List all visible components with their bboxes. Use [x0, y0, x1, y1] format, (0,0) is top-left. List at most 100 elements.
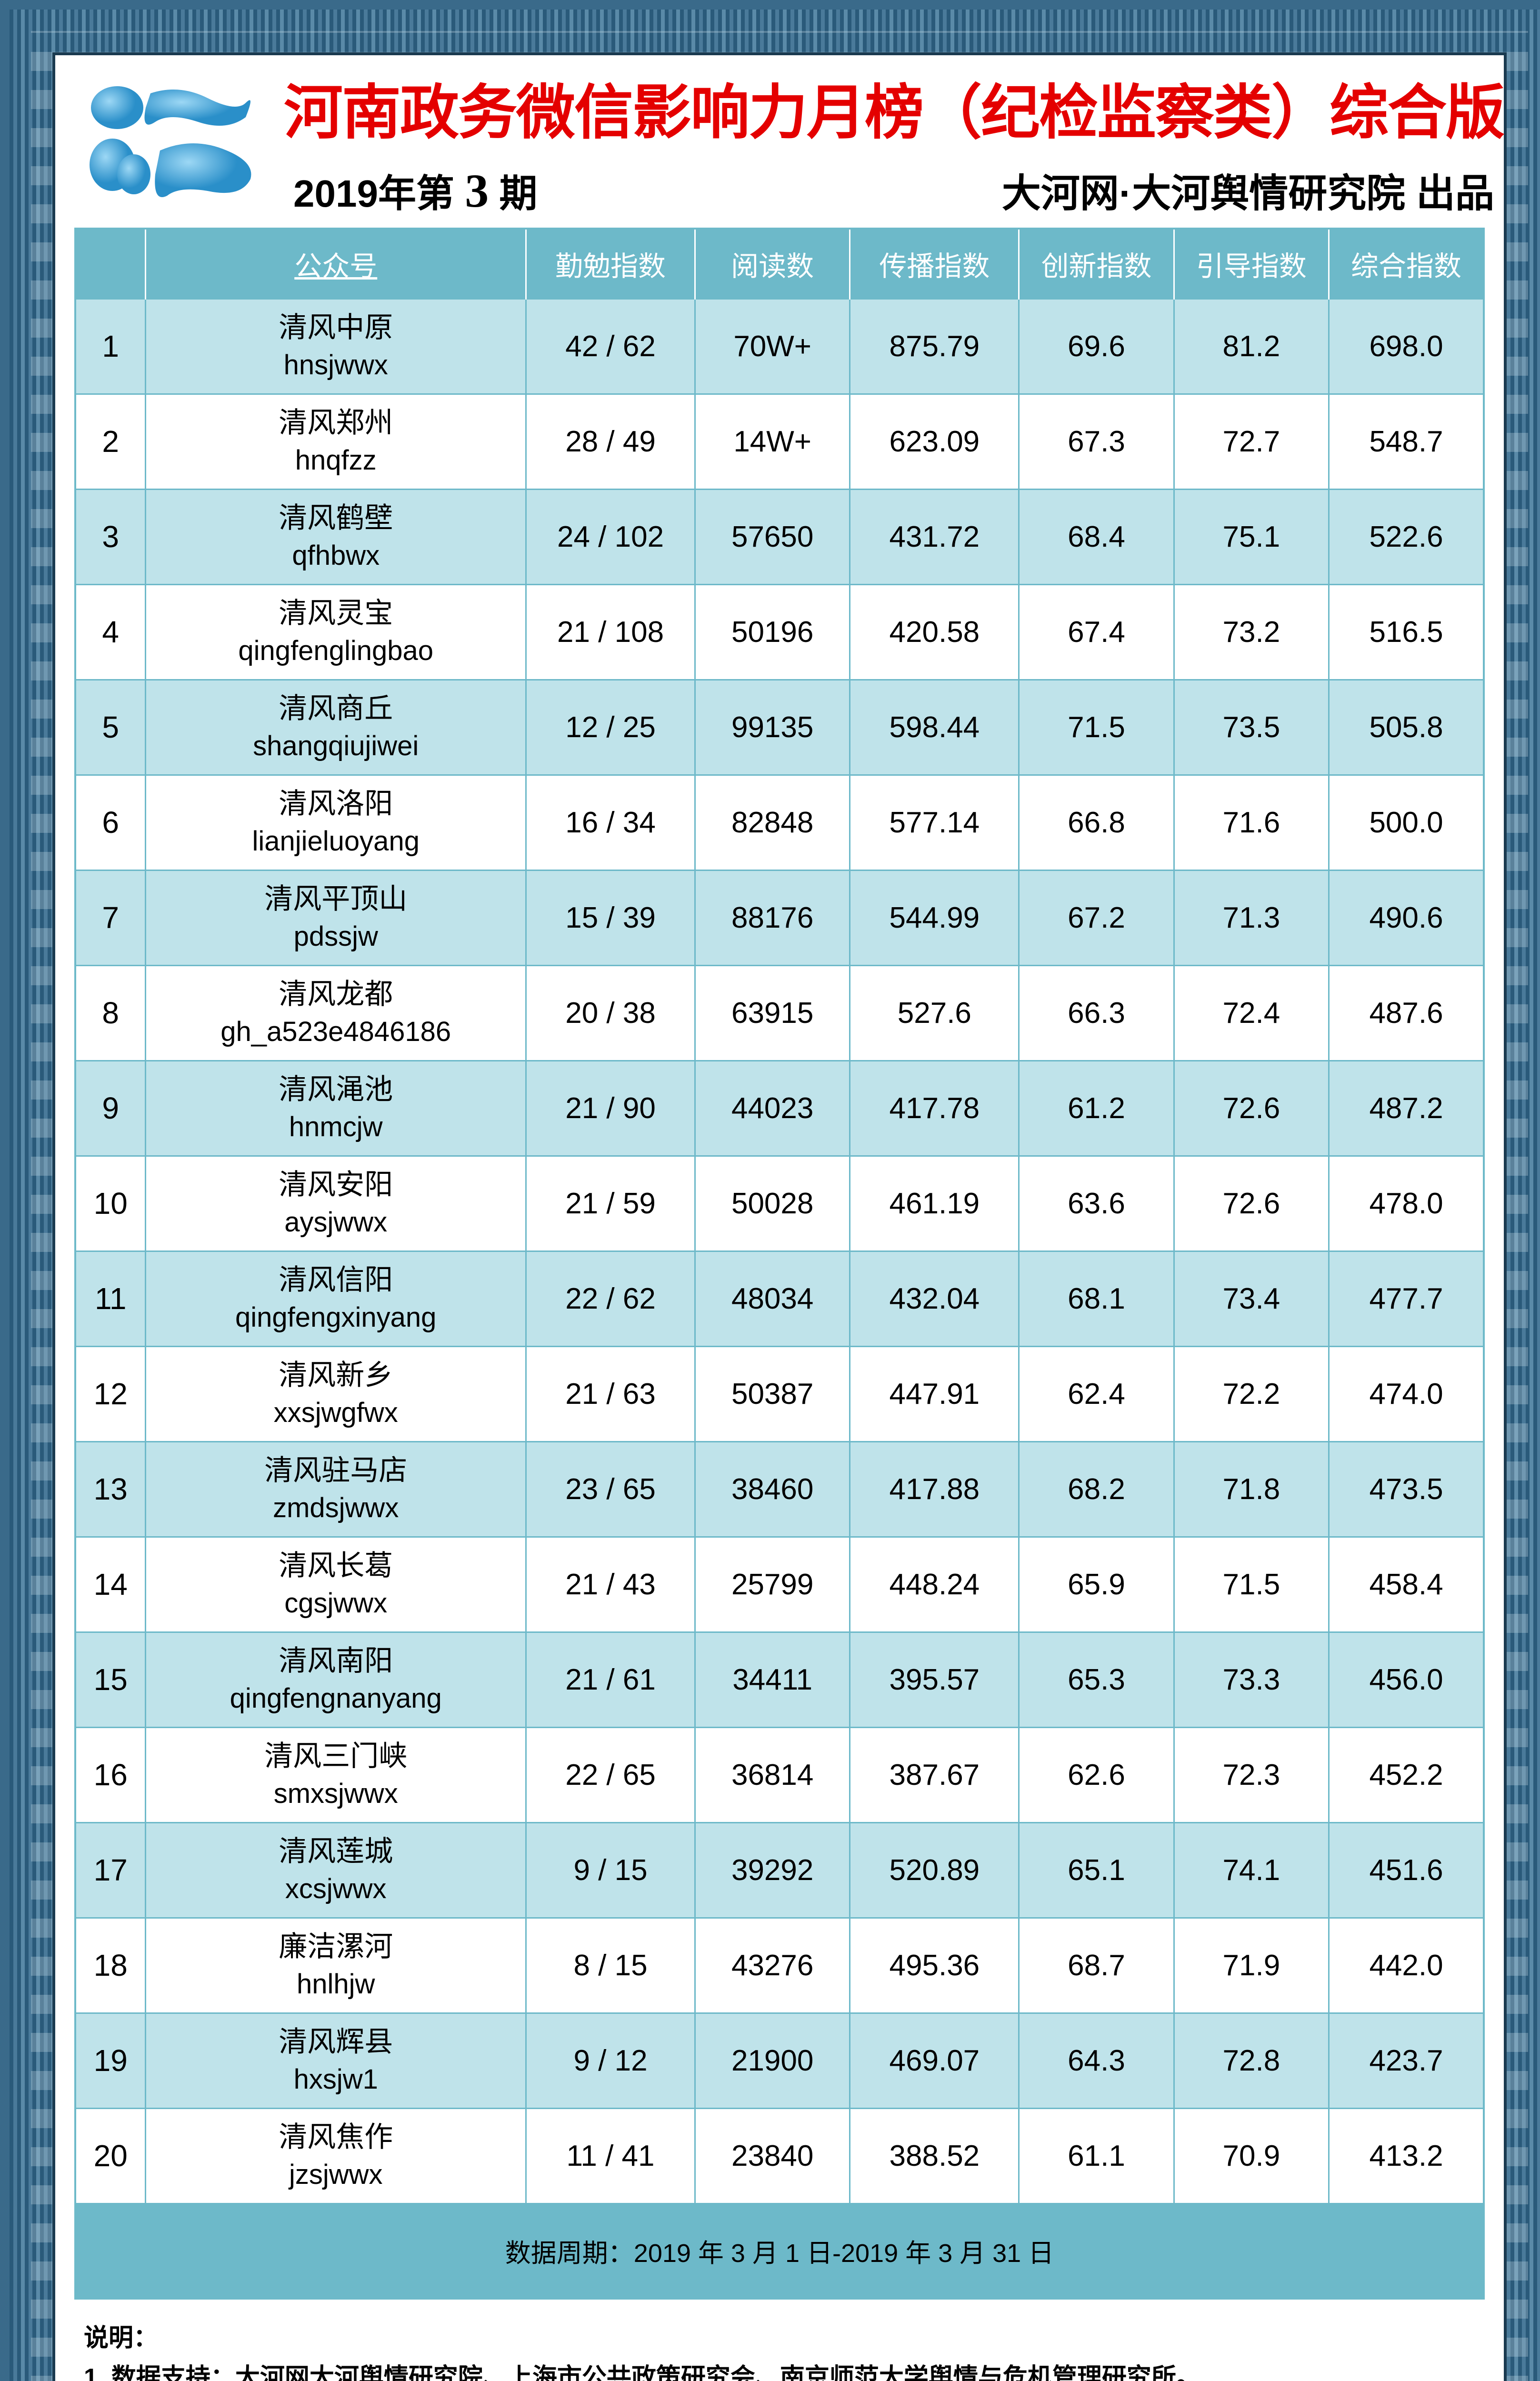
issue-prefix: 2019年第 — [293, 172, 454, 215]
cell-diligent: 24 / 102 — [526, 489, 695, 584]
cell-innov: 62.6 — [1019, 1727, 1174, 1822]
cell-spread: 598.44 — [850, 680, 1019, 775]
cell-innov: 68.2 — [1019, 1441, 1174, 1537]
table-row: 3清风鹤壁qfhbwx24 / 10257650431.7268.475.152… — [75, 489, 1484, 584]
cell-innov: 66.8 — [1019, 775, 1174, 870]
cell-spread: 448.24 — [850, 1537, 1019, 1632]
cell-reads: 14W+ — [695, 394, 850, 489]
cell-diligent: 16 / 34 — [526, 775, 695, 870]
cell-diligent: 21 / 90 — [526, 1060, 695, 1156]
cell-account: 清风灵宝qingfenglingbao — [146, 584, 526, 680]
cell-overall: 500.0 — [1329, 775, 1484, 870]
cell-reads: 88176 — [695, 870, 850, 965]
logo-icon — [84, 79, 265, 203]
cell-diligent: 9 / 15 — [526, 1822, 695, 1918]
cell-guide: 72.4 — [1174, 965, 1329, 1060]
cell-rank: 3 — [75, 489, 146, 584]
cell-spread: 623.09 — [850, 394, 1019, 489]
cell-rank: 11 — [75, 1251, 146, 1346]
main-title: 河南政务微信影响力月榜（纪检监察类）综合版 — [284, 79, 1504, 147]
cell-reads: 39292 — [695, 1822, 850, 1918]
cell-innov: 68.4 — [1019, 489, 1174, 584]
cell-guide: 74.1 — [1174, 1822, 1329, 1918]
cell-guide: 71.8 — [1174, 1441, 1329, 1537]
cell-spread: 577.14 — [850, 775, 1019, 870]
cell-rank: 2 — [75, 394, 146, 489]
table-row: 11清风信阳qingfengxinyang22 / 6248034432.046… — [75, 1251, 1484, 1346]
cell-reads: 99135 — [695, 680, 850, 775]
cell-spread: 417.88 — [850, 1441, 1019, 1537]
cell-spread: 420.58 — [850, 584, 1019, 680]
col-header: 综合指数 — [1329, 229, 1484, 299]
cell-diligent: 21 / 43 — [526, 1537, 695, 1632]
cell-diligent: 8 / 15 — [526, 1918, 695, 2013]
table-row: 9清风渑池hnmcjw21 / 9044023417.7861.272.6487… — [75, 1060, 1484, 1156]
cell-innov: 64.3 — [1019, 2013, 1174, 2108]
cell-spread: 388.52 — [850, 2108, 1019, 2203]
cell-diligent: 12 / 25 — [526, 680, 695, 775]
col-header: 公众号 — [146, 229, 526, 299]
cell-overall: 490.6 — [1329, 870, 1484, 965]
cell-diligent: 21 / 63 — [526, 1346, 695, 1441]
cell-account: 清风平顶山pdssjw — [146, 870, 526, 965]
cell-account: 清风洛阳lianjieluoyang — [146, 775, 526, 870]
cell-overall: 423.7 — [1329, 2013, 1484, 2108]
cell-diligent: 22 / 65 — [526, 1727, 695, 1822]
cell-rank: 5 — [75, 680, 146, 775]
cell-overall: 516.5 — [1329, 584, 1484, 680]
table-row: 14清风长葛cgsjwwx21 / 4325799448.2465.971.54… — [75, 1537, 1484, 1632]
cell-diligent: 15 / 39 — [526, 870, 695, 965]
cell-rank: 18 — [75, 1918, 146, 2013]
cell-diligent: 22 / 62 — [526, 1251, 695, 1346]
cell-rank: 10 — [75, 1156, 146, 1251]
cell-rank: 15 — [75, 1632, 146, 1727]
cell-innov: 63.6 — [1019, 1156, 1174, 1251]
cell-rank: 7 — [75, 870, 146, 965]
cell-spread: 469.07 — [850, 2013, 1019, 2108]
cell-diligent: 9 / 12 — [526, 2013, 695, 2108]
cell-reads: 57650 — [695, 489, 850, 584]
table-row: 8清风龙都gh_a523e484618620 / 3863915527.666.… — [75, 965, 1484, 1060]
col-header: 引导指数 — [1174, 229, 1329, 299]
content-panel: 河南政务微信影响力月榜（纪检监察类）综合版 2019年第 3 期 大河网·大河舆… — [52, 52, 1507, 2381]
cell-spread: 520.89 — [850, 1822, 1019, 1918]
cell-guide: 81.2 — [1174, 299, 1329, 394]
cell-guide: 70.9 — [1174, 2108, 1329, 2203]
cell-account: 清风焦作jzsjwwx — [146, 2108, 526, 2203]
cell-diligent: 11 / 41 — [526, 2108, 695, 2203]
cell-innov: 71.5 — [1019, 680, 1174, 775]
cell-innov: 62.4 — [1019, 1346, 1174, 1441]
cell-reads: 70W+ — [695, 299, 850, 394]
cell-account: 清风三门峡smxsjwwx — [146, 1727, 526, 1822]
cell-innov: 69.6 — [1019, 299, 1174, 394]
cell-reads: 34411 — [695, 1632, 850, 1727]
cell-overall: 478.0 — [1329, 1156, 1484, 1251]
table-row: 1清风中原hnsjwwx42 / 6270W+875.7969.681.2698… — [75, 299, 1484, 394]
issue-label: 2019年第 3 期 — [293, 163, 537, 218]
cell-account: 清风渑池hnmcjw — [146, 1060, 526, 1156]
cell-rank: 6 — [75, 775, 146, 870]
cell-rank: 14 — [75, 1537, 146, 1632]
cell-guide: 73.4 — [1174, 1251, 1329, 1346]
cell-overall: 548.7 — [1329, 394, 1484, 489]
cell-spread: 875.79 — [850, 299, 1019, 394]
issue-number: 3 — [465, 164, 489, 217]
cell-innov: 67.2 — [1019, 870, 1174, 965]
cell-rank: 19 — [75, 2013, 146, 2108]
cell-reads: 43276 — [695, 1918, 850, 2013]
cell-spread: 461.19 — [850, 1156, 1019, 1251]
col-header: 阅读数 — [695, 229, 850, 299]
notes-title: 说明： — [84, 2319, 1475, 2358]
cell-account: 清风信阳qingfengxinyang — [146, 1251, 526, 1346]
decorative-frame: 河南政务微信影响力月榜（纪检监察类）综合版 2019年第 3 期 大河网·大河舆… — [10, 10, 1540, 2381]
cell-innov: 65.3 — [1019, 1632, 1174, 1727]
producer-label: 大河网·大河舆情研究院 出品 — [1002, 161, 1494, 218]
cell-account: 清风莲城xcsjwwx — [146, 1822, 526, 1918]
cell-diligent: 42 / 62 — [526, 299, 695, 394]
cell-rank: 13 — [75, 1441, 146, 1537]
cell-rank: 9 — [75, 1060, 146, 1156]
cell-innov: 67.3 — [1019, 394, 1174, 489]
cell-innov: 68.1 — [1019, 1251, 1174, 1346]
cell-overall: 487.2 — [1329, 1060, 1484, 1156]
cell-account: 清风新乡xxsjwgfwx — [146, 1346, 526, 1441]
